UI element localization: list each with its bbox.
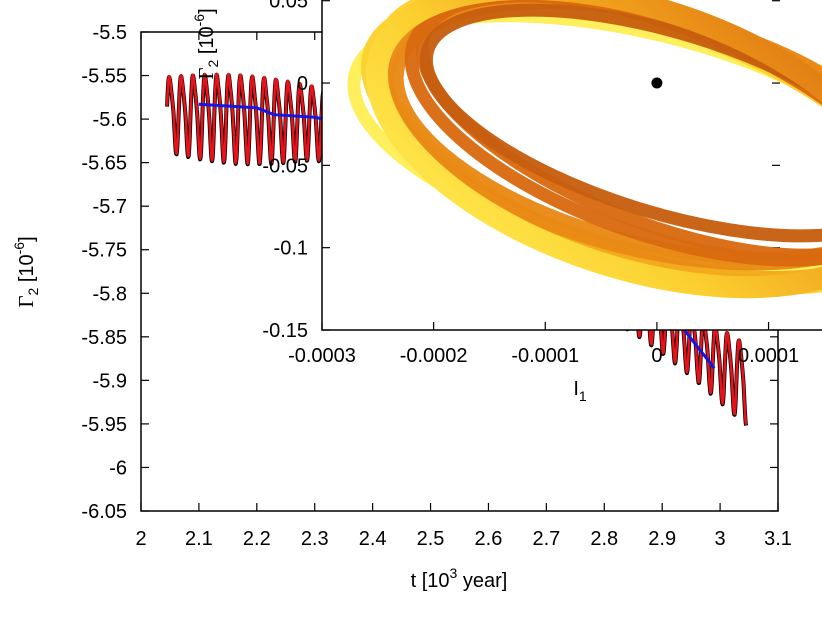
inset-y-tick-label: -0.15 <box>262 320 308 342</box>
inset-y-axis-title-mid: [10 <box>196 26 218 59</box>
inset-x-tick-label: -0.0001 <box>511 345 579 367</box>
x-tick-label: 2.6 <box>475 528 503 550</box>
x-tick-label: 2.5 <box>417 528 445 550</box>
inset-frame <box>321 0 822 331</box>
y-axis-title-sub: 2 <box>25 288 41 296</box>
inset-y-axis-title-symbol: Γ <box>194 68 218 80</box>
main-y-tick-labels: -5.5 -5.55 -5.6 -5.65 -5.7 -5.75 -5.8 -5.85 -5.9… <box>81 22 127 523</box>
inset-y-axis-title-end: ] <box>196 8 218 14</box>
y-tick-label: -6 <box>109 457 127 479</box>
inset-x-axis-title-sub: 1 <box>579 388 587 404</box>
inset-marker-point <box>651 77 663 89</box>
x-tick-label: 2.7 <box>532 528 560 550</box>
inset-y-tick-label: 0.05 <box>269 0 308 13</box>
inset-x-tick-label: -0.0003 <box>288 345 356 367</box>
inset-y-axis-title: Γ2 [10-6] <box>191 8 221 79</box>
inset-y-axis-title-sub: 2 <box>205 60 221 68</box>
y-axis-title: Γ2 [10-6] <box>11 236 41 307</box>
y-tick-label: -5.5 <box>93 22 127 44</box>
x-tick-label: 2.3 <box>301 528 329 550</box>
inset-trajectory-rings <box>347 0 822 299</box>
inset-x-tick-label: -0.0002 <box>400 345 468 367</box>
x-tick-label: 3.1 <box>764 528 792 550</box>
inset-ring-loop <box>419 3 822 243</box>
x-tick-label: 2.2 <box>243 528 271 550</box>
x-tick-label: 2.8 <box>590 528 618 550</box>
x-tick-label: 2.4 <box>359 528 387 550</box>
y-axis-title-end: ] <box>16 236 38 242</box>
y-tick-label: -5.55 <box>81 66 127 88</box>
y-tick-label: -5.75 <box>81 240 127 262</box>
y-tick-label: -5.7 <box>93 196 127 218</box>
x-axis-title-suffix: year] <box>457 570 507 592</box>
x-axis-title: t [103 year] <box>411 565 508 592</box>
y-tick-label: -5.85 <box>81 327 127 349</box>
inset-y-tick-label: -0.05 <box>262 155 308 177</box>
x-tick-label: 3 <box>715 528 726 550</box>
y-tick-label: -5.9 <box>93 370 127 392</box>
y-tick-label: -5.65 <box>81 153 127 175</box>
main-x-tick-labels: 2 2.1 2.2 2.3 2.4 2.5 2.6 2.7 2.8 2.9 3 3.1 <box>135 528 791 550</box>
x-tick-label: 2.9 <box>648 528 676 550</box>
y-tick-label: -5.95 <box>81 414 127 436</box>
x-tick-label: 2.1 <box>185 528 213 550</box>
inset-x-axis-title: I1 <box>573 378 587 404</box>
x-axis-title-prefix: t [10 <box>411 570 450 592</box>
inset-x-axis-title-symbol: I <box>573 378 579 400</box>
y-axis-title-mid: [10 <box>16 254 38 287</box>
inset-y-tick-label: -0.1 <box>274 238 308 260</box>
y-axis-title-symbol: Γ <box>14 296 38 308</box>
inset-ring-front-band <box>365 0 822 299</box>
inset-y-tick-label: 0 <box>297 73 308 95</box>
y-tick-label: -5.8 <box>93 283 127 305</box>
inset-x-tick-label: 0.0001 <box>738 345 799 367</box>
x-tick-label: 2 <box>135 528 146 550</box>
inset-x-tick-label: 0 <box>651 345 662 367</box>
y-tick-label: -5.6 <box>93 109 127 131</box>
y-axis-title-exp: -6 <box>11 242 27 255</box>
inset-y-axis-title-exp: -6 <box>191 14 207 27</box>
x-axis-title-exp: 3 <box>450 565 458 581</box>
inset-y-tick-labels: -0.15 -0.1 -0.05 0 0.05 <box>262 0 308 342</box>
y-tick-label: -6.05 <box>81 501 127 523</box>
